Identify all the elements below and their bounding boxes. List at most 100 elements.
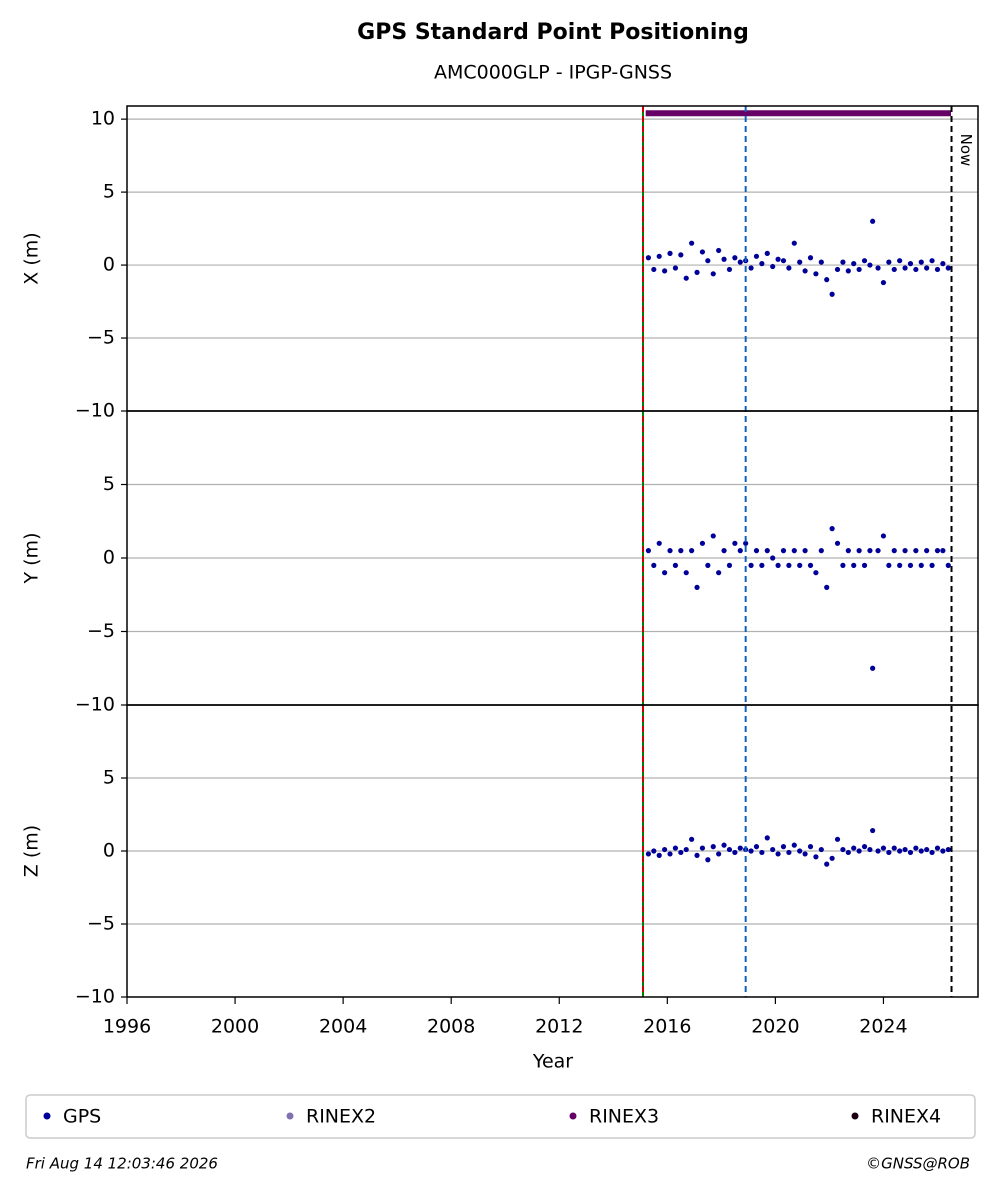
data-point [924,548,930,554]
data-point [705,562,711,568]
data-point [891,548,897,554]
data-point [861,258,868,264]
data-point [886,259,892,265]
y-tick-label: 5 [103,767,115,789]
data-point [726,846,733,853]
data-point [775,256,781,262]
data-point [940,548,946,554]
data-point [875,548,881,554]
data-point [775,851,781,857]
data-point [870,665,876,671]
data-point [689,548,695,554]
data-point [840,562,846,568]
data-point [845,849,851,856]
data-point [851,562,857,568]
data-point [726,562,733,568]
x-tick-label: 2004 [319,1016,367,1038]
data-point [786,265,792,271]
data-point [716,247,722,254]
data-point [775,562,781,568]
data-point [934,845,941,851]
y-tick-label: −10 [75,694,115,716]
data-point [834,836,841,842]
data-point [699,249,706,255]
data-point [891,845,897,851]
data-point [797,259,803,265]
data-point [875,848,881,854]
data-point [694,584,700,591]
data-point [694,269,700,275]
data-point [918,848,924,854]
data-point [770,263,776,270]
data-point [656,540,662,546]
data-point [818,846,824,853]
data-point [856,848,862,854]
y-tick-label: 0 [103,254,115,276]
legend-box [25,1094,976,1139]
data-point [710,271,716,277]
data-point [678,849,684,856]
data-point [818,259,824,265]
data-point [907,849,914,856]
data-point [791,240,797,246]
data-point [818,548,824,554]
y-axis-label: X (m) [21,232,43,284]
y-tick-label: −5 [87,620,115,642]
legend-marker [43,1112,51,1120]
data-point [786,849,792,856]
data-point [764,250,770,256]
data-point [780,258,787,264]
data-point [780,548,787,554]
data-point [721,842,727,848]
data-point [791,842,797,848]
footer-timestamp: Fri Aug 14 12:03:46 2026 [26,1155,218,1173]
data-point [829,526,835,532]
data-point [840,259,846,265]
data-point [667,548,673,554]
footer-credit: ©GNSS@ROB [866,1155,970,1173]
data-point [732,849,738,856]
data-point [913,845,919,851]
data-point [880,845,887,851]
data-point [699,540,706,546]
data-point [824,861,830,867]
data-point [656,253,662,259]
data-point [856,266,862,273]
panel-frame [126,704,979,998]
data-point [907,562,914,568]
data-point [656,852,662,858]
data-point [705,258,711,264]
data-point [829,855,835,861]
data-point [764,835,770,841]
data-point [902,846,908,853]
data-point [929,562,935,568]
data-point [716,570,722,576]
data-point [732,540,738,546]
data-point [845,548,851,554]
data-point [891,266,897,273]
data-point [662,268,668,274]
legend-label: GPS [63,1106,101,1128]
data-point [802,548,808,554]
data-point [845,268,851,274]
data-point [807,844,814,850]
data-point [753,844,760,850]
data-point [870,218,876,224]
data-point [672,265,679,271]
data-point [886,562,892,568]
x-tick-label: 1996 [103,1016,151,1038]
y-tick-label: 10 [91,108,115,130]
data-point [829,291,835,297]
y-axis-label: Y (m) [21,533,43,585]
data-point [861,562,868,568]
data-point [902,548,908,554]
data-point [929,849,935,856]
data-point [861,844,868,850]
data-point [662,570,668,576]
data-point [834,266,841,273]
data-point [918,562,924,568]
y-tick-label: −10 [75,400,115,422]
data-point [699,845,706,851]
data-point [667,250,673,256]
data-point [907,261,914,267]
